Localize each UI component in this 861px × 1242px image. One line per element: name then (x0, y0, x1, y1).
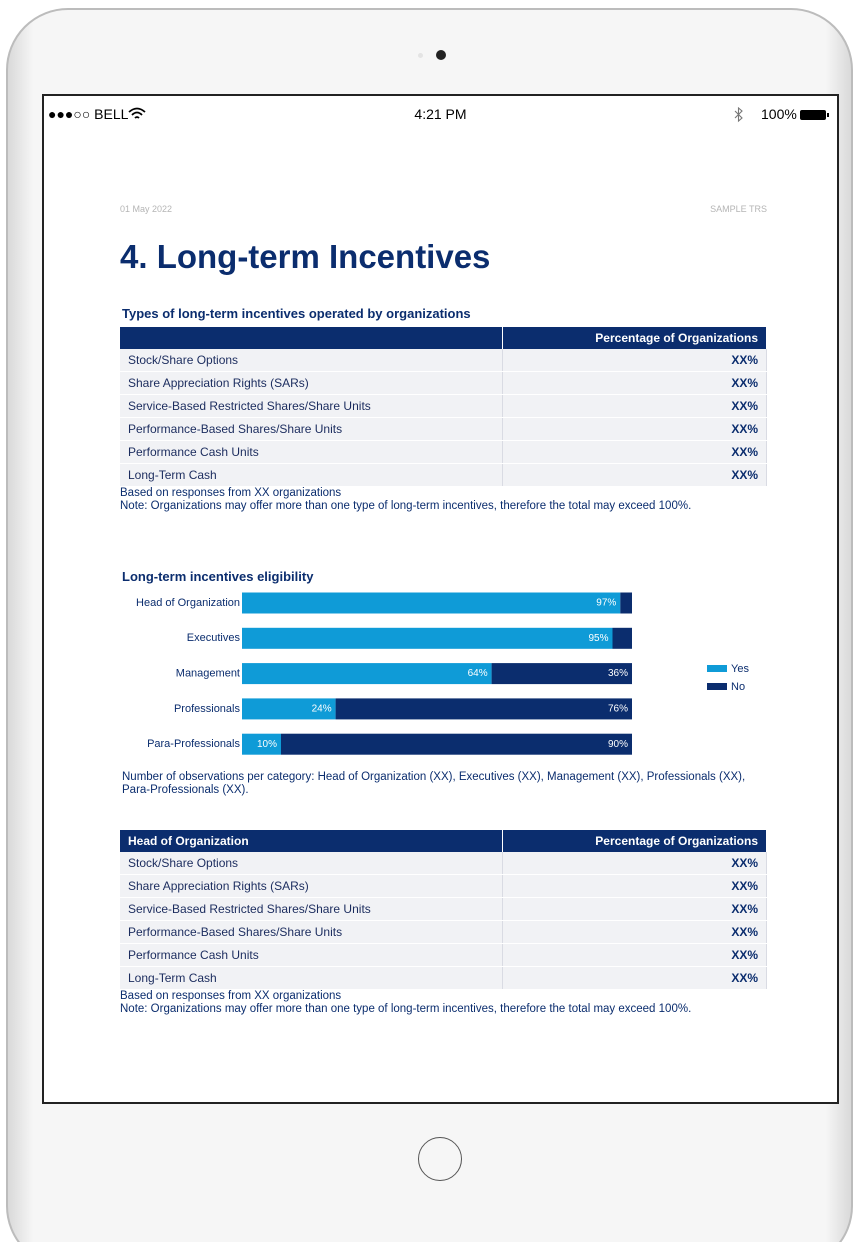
bar-segment (242, 593, 620, 614)
chart-title: Long-term incentives eligibility (122, 569, 313, 584)
cell: Service-Based Restricted Shares/Share Un… (120, 395, 503, 418)
cell: XX% (503, 921, 767, 944)
value-label: 10% (257, 739, 277, 750)
page: {"status_bar": {"carrier": "●●●○○ BELL",… (0, 0, 861, 1242)
header-cell: Percentage of Organizations (503, 830, 767, 852)
cell: Performance Cash Units (120, 441, 503, 464)
home-button[interactable] (418, 1137, 462, 1181)
bar-segment (620, 593, 632, 614)
legend-swatch (707, 665, 727, 672)
chart: Head of Organization 97% Executives 95% Mana… (120, 590, 780, 765)
note-line: Based on responses from XX organizations (120, 487, 760, 500)
sensor (418, 53, 423, 58)
bluetooth-icon (734, 107, 744, 123)
value-label: 95% (588, 633, 608, 644)
category-label: Professionals (174, 703, 241, 715)
cell: XX% (503, 898, 767, 921)
bar-segment (613, 628, 633, 649)
notes: Based on responses from XX organizations… (120, 487, 760, 513)
cell: Long-Term Cash (120, 967, 503, 990)
value-label: 36% (608, 668, 628, 679)
legend-swatch (707, 683, 727, 690)
value-label: 64% (468, 668, 488, 679)
notes: Based on responses from XX organizations… (120, 990, 760, 1016)
header-cell: Percentage of Organizations (503, 327, 767, 349)
cell: Share Appreciation Rights (SARs) (120, 372, 503, 395)
header-cell: Head of Organization (120, 830, 503, 852)
header-cell (120, 327, 503, 349)
note-line: Note: Organizations may offer more than … (120, 1003, 760, 1016)
row: Service-Based Restricted Shares/Share Un… (120, 898, 767, 921)
cell: XX% (503, 441, 767, 464)
row: Share Appreciation Rights (SARs)XX% (120, 875, 767, 898)
cell: Performance Cash Units (120, 944, 503, 967)
row: Service-Based Restricted Shares/Share Un… (120, 395, 767, 418)
cell: Performance-Based Shares/Share Units (120, 921, 503, 944)
cell: Performance-Based Shares/Share Units (120, 418, 503, 441)
value-label: 76% (608, 704, 628, 715)
battery-icon (800, 109, 832, 121)
cell: XX% (503, 852, 767, 875)
clock: 4:21 PM (44, 106, 837, 122)
note-line: Note: Organizations may offer more than … (120, 500, 760, 513)
cell: Stock/Share Options (120, 349, 503, 372)
cell: XX% (503, 395, 767, 418)
value-label: 90% (608, 739, 628, 750)
bar-segment (242, 628, 613, 649)
category-label: Executives (187, 632, 241, 644)
legend-label: Yes (731, 663, 749, 675)
bar-segment (242, 663, 492, 684)
bar-segment (336, 698, 632, 719)
row: Share Appreciation Rights (SARs)XX% (120, 372, 767, 395)
screen: ●●●○○ BELL 4:21 PM 100% 01 May 2022 SAMP… (42, 94, 839, 1104)
category-label: Para-Professionals (147, 738, 240, 750)
cell: XX% (503, 967, 767, 990)
camera (436, 50, 446, 60)
device: ●●●○○ BELL 4:21 PM 100% 01 May 2022 SAMP… (0, 0, 861, 1242)
doc-label: SAMPLE TRS (710, 204, 767, 214)
table1-title: Types of long-term incentives operated b… (122, 306, 471, 321)
category-label: Head of Organization (136, 597, 240, 609)
cell: XX% (503, 875, 767, 898)
note-line: Based on responses from XX organizations (120, 990, 760, 1003)
chart-note: Number of observations per category: Hea… (122, 771, 762, 797)
cell: XX% (503, 349, 767, 372)
cell: Stock/Share Options (120, 852, 503, 875)
bar-segment (281, 734, 632, 755)
cell: Service-Based Restricted Shares/Share Un… (120, 898, 503, 921)
doc-title: 4. Long-term Incentives (120, 238, 490, 276)
legend-label: No (731, 681, 745, 693)
cell: XX% (503, 944, 767, 967)
doc-date: 01 May 2022 (120, 204, 172, 214)
cell: Long-Term Cash (120, 464, 503, 487)
battery-percent: 100% (761, 106, 797, 122)
header-row: Percentage of Organizations (120, 327, 767, 349)
cell: XX% (503, 372, 767, 395)
value-label: 24% (312, 704, 332, 715)
cell: XX% (503, 418, 767, 441)
category-label: Management (176, 668, 240, 680)
cell: Share Appreciation Rights (SARs) (120, 875, 503, 898)
cell: XX% (503, 464, 767, 487)
value-label: 97% (596, 598, 616, 609)
